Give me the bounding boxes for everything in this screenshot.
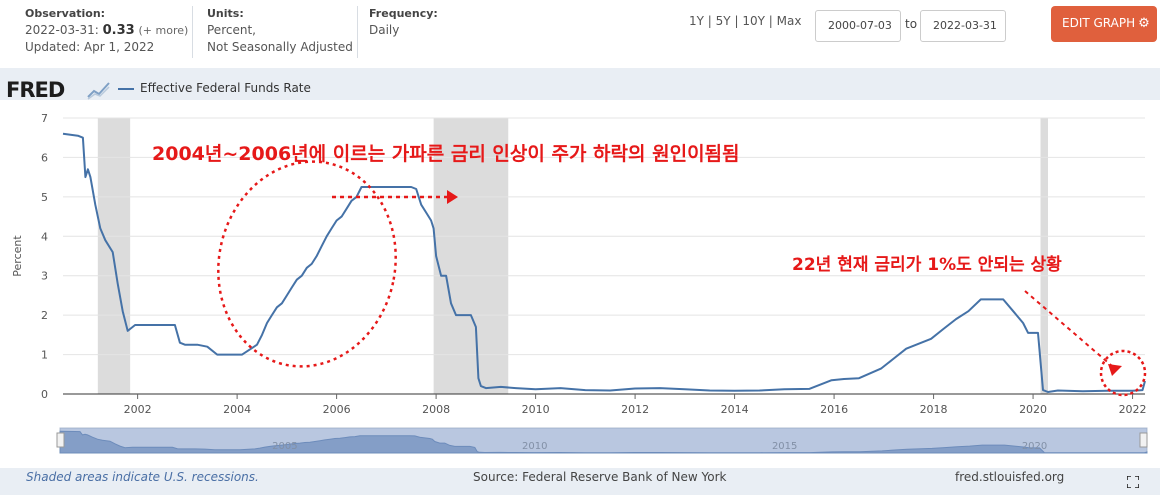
observation-label: Observation: [25, 5, 188, 22]
x-tick-label: 2022 [1119, 403, 1147, 416]
range-separator: | [734, 14, 738, 28]
units-label: Units: [207, 5, 353, 22]
y-tick-label: 7 [41, 112, 48, 125]
fred-chart-logo-icon [87, 80, 111, 100]
y-tick-label: 1 [41, 349, 48, 362]
observation-value: 0.33 [103, 23, 135, 38]
x-tick-label: 2002 [124, 403, 152, 416]
recession-note: Shaded areas indicate U.S. recessions. [26, 470, 259, 484]
start-date-input[interactable]: 2000-07-03 [815, 10, 901, 42]
range-max[interactable]: Max [777, 14, 802, 28]
gear-icon: ⚙ [1138, 16, 1150, 31]
range-10y[interactable]: 10Y [742, 14, 765, 28]
header-bar: Observation: 2022-03-31: 0.33 (+ more) U… [0, 0, 1160, 68]
range-separator: | [708, 14, 712, 28]
y-tick-label: 3 [41, 270, 48, 283]
edit-graph-button[interactable]: EDIT GRAPH ⚙ [1051, 6, 1157, 42]
frequency-label: Frequency: [369, 5, 438, 22]
navigator-handle[interactable] [57, 433, 64, 447]
navigator-selection [60, 428, 1147, 453]
units-line-2: Not Seasonally Adjusted [207, 39, 353, 56]
divider [357, 6, 358, 58]
y-axis-label: Percent [11, 235, 24, 277]
y-tick-label: 5 [41, 191, 48, 204]
x-tick-label: 2010 [522, 403, 550, 416]
legend-swatch [118, 88, 134, 90]
updated-date: Updated: Apr 1, 2022 [25, 39, 188, 56]
units-line-1: Percent, [207, 22, 353, 39]
navigator-tick-label: 2005 [272, 441, 297, 452]
annotation-rate-hike: 2004년~2006년에 이르는 가파른 금리 인상이 주가 하락의 원인이됨됨 [152, 139, 740, 166]
range-selector: 1Y | 5Y | 10Y | Max [689, 14, 801, 28]
x-tick-label: 2012 [621, 403, 649, 416]
frequency-value: Daily [369, 22, 438, 39]
range-separator: | [769, 14, 773, 28]
x-tick-label: 2014 [721, 403, 749, 416]
fred-logo: FRED [6, 78, 64, 102]
x-tick-label: 2018 [920, 403, 948, 416]
x-tick-label: 2006 [323, 403, 351, 416]
units-block: Units: Percent, Not Seasonally Adjusted [207, 5, 353, 56]
source-note: Source: Federal Reserve Bank of New York [473, 470, 726, 484]
x-tick-label: 2020 [1019, 403, 1047, 416]
end-date-input[interactable]: 2022-03-31 [920, 10, 1006, 42]
navigator-tick-label: 2015 [772, 441, 797, 452]
to-label: to [905, 17, 917, 31]
annotation-current-rate: 22년 현재 금리가 1%도 안되는 상황 [792, 250, 1062, 275]
y-tick-label: 0 [41, 388, 48, 401]
navigator-tick-label: 2010 [522, 441, 547, 452]
site-link[interactable]: fred.stlouisfed.org [955, 470, 1064, 484]
observation-date: 2022-03-31: [25, 23, 99, 37]
y-tick-label: 6 [41, 151, 48, 164]
fullscreen-icon[interactable] [1127, 476, 1139, 488]
x-tick-label: 2008 [422, 403, 450, 416]
y-tick-label: 2 [41, 309, 48, 322]
range-5y[interactable]: 5Y [716, 14, 731, 28]
x-tick-label: 2016 [820, 403, 848, 416]
range-1y[interactable]: 1Y [689, 14, 704, 28]
navigator-handle[interactable] [1140, 433, 1147, 447]
divider [192, 6, 193, 58]
x-tick-label: 2004 [223, 403, 251, 416]
chart-legend: Effective Federal Funds Rate [118, 81, 311, 95]
frequency-block: Frequency: Daily [369, 5, 438, 39]
observation-more-link[interactable]: (+ more) [139, 24, 189, 37]
edit-graph-label: EDIT GRAPH [1062, 16, 1135, 30]
legend-series-name: Effective Federal Funds Rate [140, 81, 311, 95]
y-tick-label: 4 [41, 230, 48, 243]
navigator-tick-label: 2020 [1022, 441, 1047, 452]
observation-block: Observation: 2022-03-31: 0.33 (+ more) U… [25, 5, 188, 56]
